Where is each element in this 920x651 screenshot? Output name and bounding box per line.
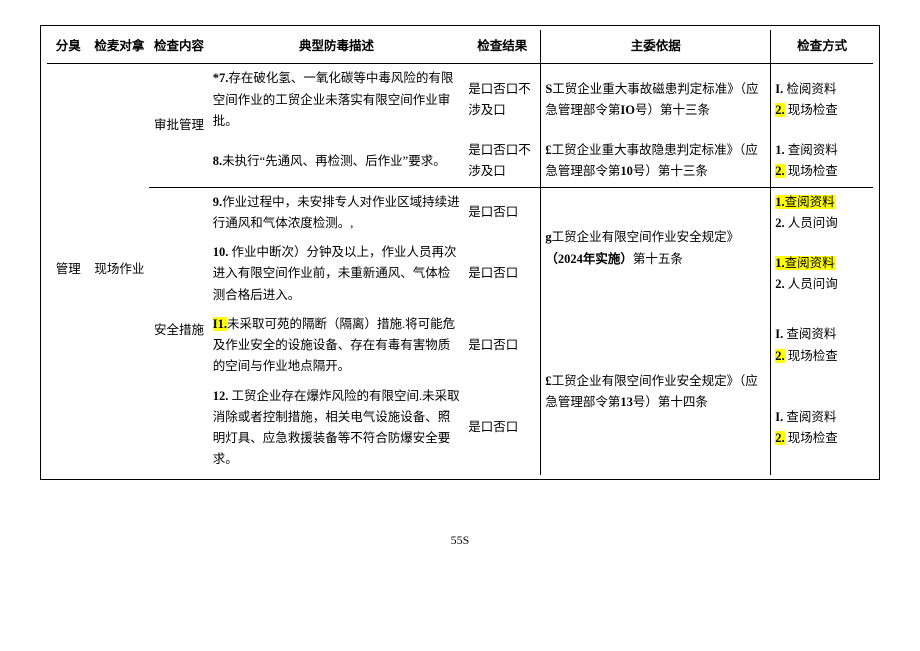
hdr-basis: 主委依据 (541, 30, 771, 64)
cell-method: 1.查阅资料 2. 人员问询 (771, 187, 873, 238)
cell-category: 管理 (47, 64, 90, 475)
hdr-result: 检查结果 (464, 30, 541, 64)
cell-desc: I1.未采取可苑的隔断（隔离）措施.将可能危及作业安全的设施设备、存在有毒有害物… (209, 310, 464, 382)
cell-result: 是口否口 (464, 187, 541, 238)
hdr-content: 检查内容 (149, 30, 209, 64)
inspection-table: 分臭 检麦对拿 检查内容 典型防毒描述 检查结果 主委依据 检查方式 管理 现场… (47, 30, 873, 475)
cell-method: 1. 查阅资料 2. 现场检查 (771, 136, 873, 187)
cell-desc: 12. 工贸企业存在爆炸风险的有限空间.未采取消除或者控制措施，相关电气设施设备… (209, 382, 464, 475)
cell-method: I. 查阅资料 2. 现场检查 (771, 310, 873, 382)
hdr-desc: 典型防毒描述 (209, 30, 464, 64)
cell-content-2: 安全措施 (149, 187, 209, 475)
cell-result: 是口否口 (464, 382, 541, 475)
cell-content-1: 审批管理 (149, 64, 209, 187)
cell-basis: g工贸企业有限空间作业安全规定》（2024年实施）第十五条 (541, 187, 771, 310)
cell-object: 现场作业 (90, 64, 150, 475)
cell-result: 是口否口 (464, 310, 541, 382)
cell-method: I. 查阅资料 2. 现场检查 (771, 382, 873, 475)
cell-desc: 10. 作业中断次）分钟及以上，作业人员再次进入有限空间作业前，未重新通风、气体… (209, 238, 464, 310)
cell-result: 是口否口不涉及口 (464, 64, 541, 136)
cell-basis: £工贸企业重大事故隐患判定标准》（应急管理部令第10号）第十三条 (541, 136, 771, 187)
cell-desc: *7.存在破化氢、一氧化碳等中毒风险的有限空间作业的工贸企业未落实有限空间作业审… (209, 64, 464, 136)
cell-basis: S工贸企业重大事故磁患判定标准》（应急管理部令第IO号）第十三条 (541, 64, 771, 136)
page-number: 55S (40, 530, 880, 550)
hdr-method: 检查方式 (771, 30, 873, 64)
cell-method: 1.查阅资料 2. 人员问询 (771, 238, 873, 310)
cell-result: 是口否口不涉及口 (464, 136, 541, 187)
hdr-object: 检麦对拿 (90, 30, 150, 64)
cell-basis: £工贸企业有限空间作业安全规定》（应急管理部令第13号）第十四条 (541, 310, 771, 475)
cell-result: 是口否口 (464, 238, 541, 310)
cell-method: I. 检阅资料 2. 现场检查 (771, 64, 873, 136)
cell-desc: 8.未执行“先通风、再检测、后作业”要求。 (209, 136, 464, 187)
table-row: 管理 现场作业 审批管理 *7.存在破化氢、一氧化碳等中毒风险的有限空间作业的工… (47, 64, 873, 136)
cell-desc: 9.作业过程中，未安排专人对作业区域持续进行通风和气体浓度检测。, (209, 187, 464, 238)
table-row: 安全措施 9.作业过程中，未安排专人对作业区域持续进行通风和气体浓度检测。, 是… (47, 187, 873, 238)
hdr-category: 分臭 (47, 30, 90, 64)
